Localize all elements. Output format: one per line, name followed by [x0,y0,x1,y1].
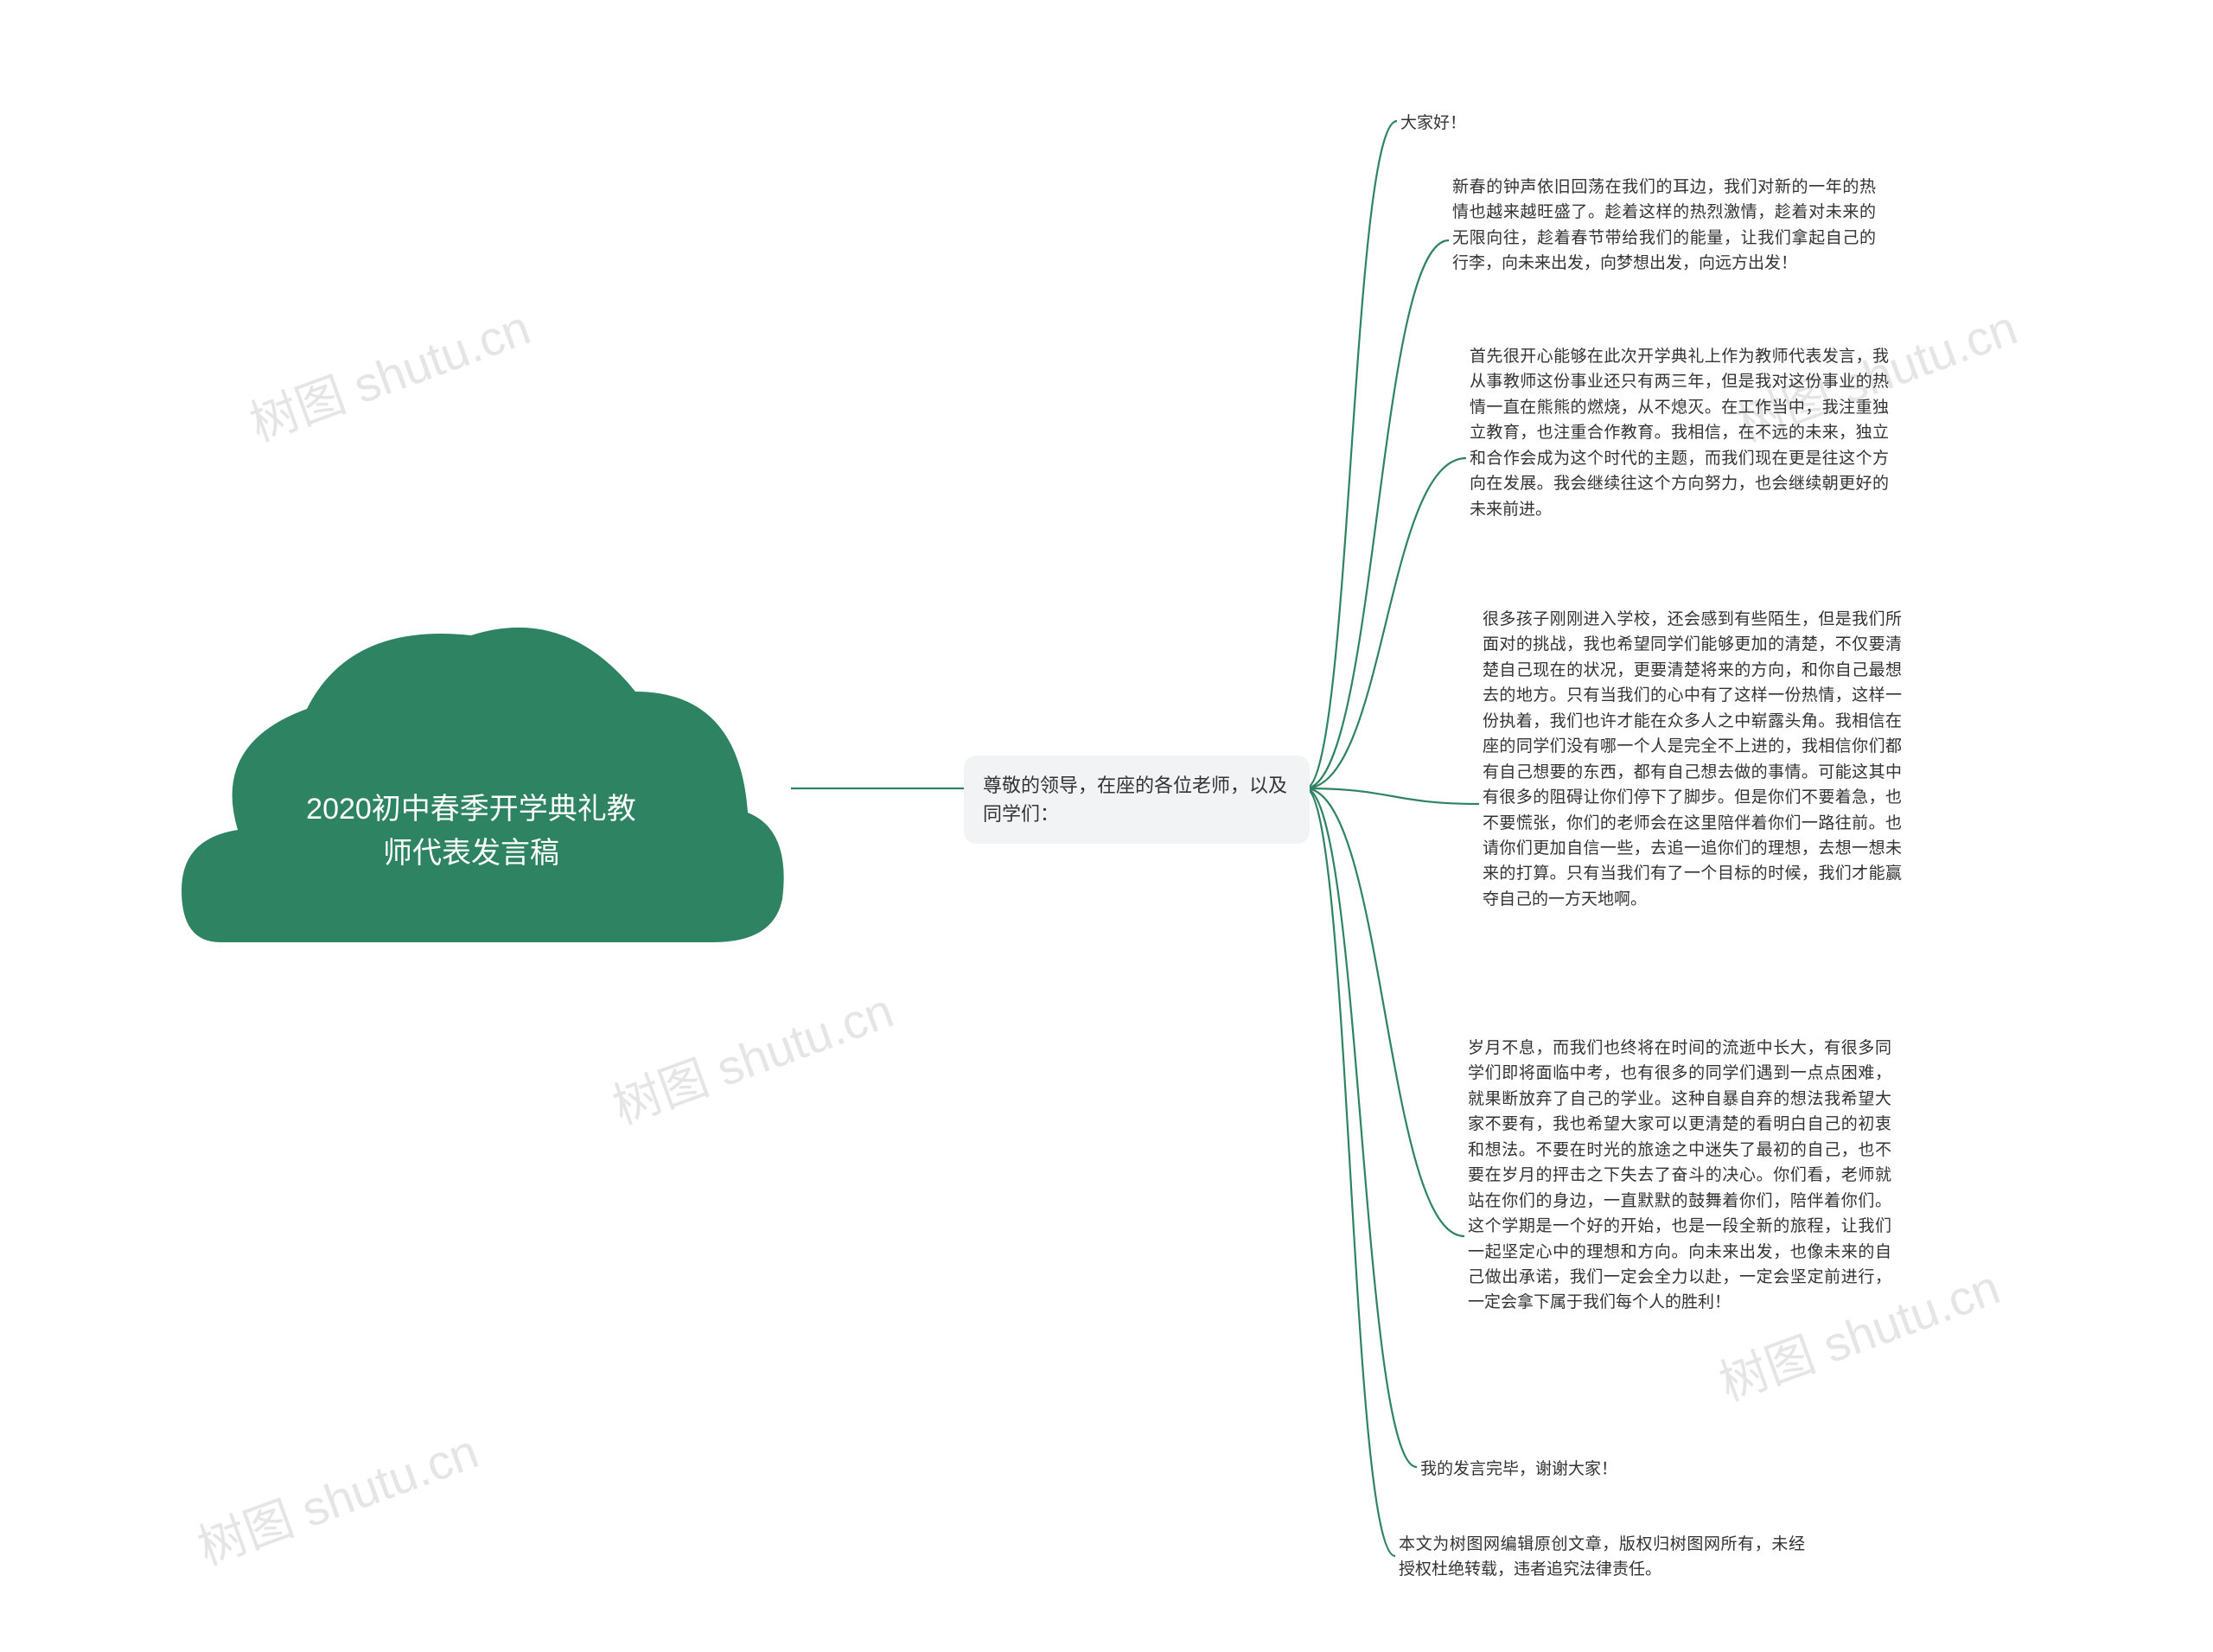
root-title-line1: 2020初中春季开学典礼教 [306,793,636,826]
root-title: 2020初中春季开学典礼教 师代表发言稿 [290,788,653,876]
leaf-node[interactable]: 我的发言完毕，谢谢大家！ [1420,1457,1783,1482]
leaf-node[interactable]: 很多孩子刚刚进入学校，还会感到有些陌生，但是我们所面对的挑战，我也希望同学们能够… [1483,607,1902,912]
leaf-node[interactable]: 大家好！ [1400,111,1763,136]
root-node[interactable]: 2020初中春季开学典礼教 师代表发言稿 [151,571,791,1020]
leaf-node[interactable]: 首先很开心能够在此次开学典礼上作为教师代表发言，我从事教师这份事业还只有两三年，… [1470,344,1889,522]
level2-text: 尊敬的领导，在座的各位老师，以及同学们： [983,775,1287,825]
leaf-node[interactable]: 岁月不息，而我们也终将在时间的流逝中长大，有很多同学们即将面临中考，也有很多的同… [1468,1036,1891,1316]
leaf-node[interactable]: 新春的钟声依旧回荡在我们的耳边，我们对新的一年的热情也越来越旺盛了。趁着这样的热… [1452,175,1876,277]
root-title-line2: 师代表发言稿 [383,837,559,870]
leaf-node[interactable]: 本文为树图网编辑原创文章，版权归树图网所有，未经授权杜绝转载，违者追究法律责任。 [1399,1532,1805,1583]
watermark: 树图 shutu.cn [239,289,539,455]
watermark: 树图 shutu.cn [187,1413,487,1579]
level2-node[interactable]: 尊敬的领导，在座的各位老师，以及同学们： [964,756,1310,844]
